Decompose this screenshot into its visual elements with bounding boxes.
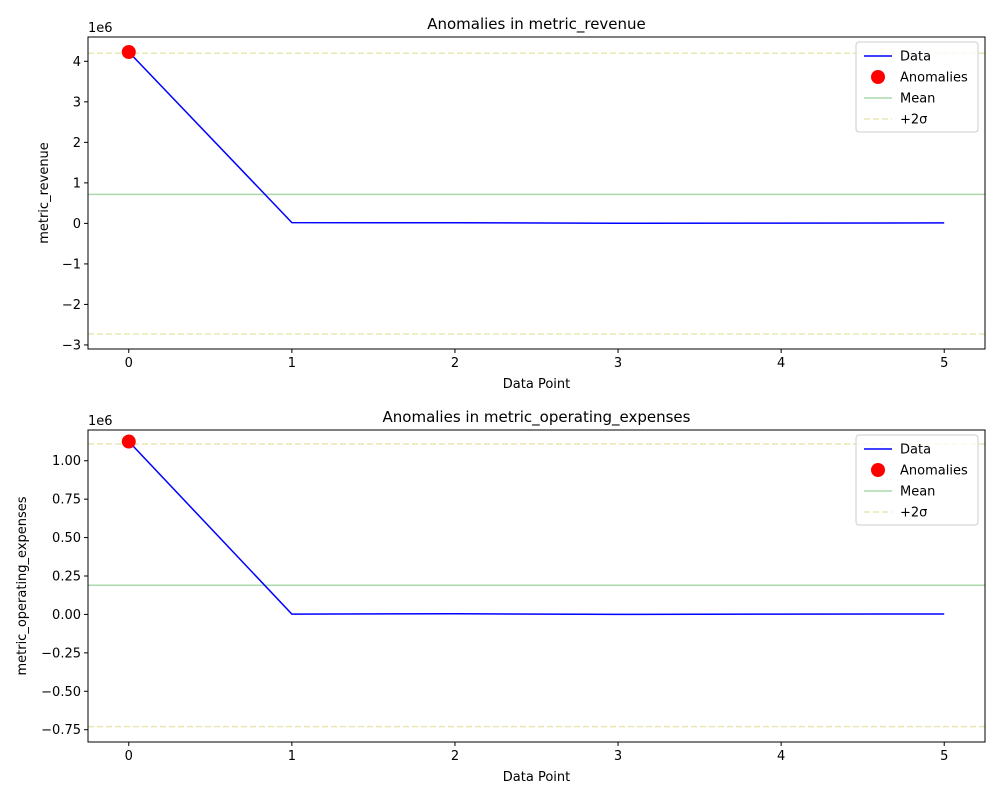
y-tick-label: 0	[73, 217, 81, 232]
legend-label-data: Data	[900, 443, 931, 458]
anomaly-marker	[122, 435, 136, 449]
x-tick-label: 5	[940, 749, 948, 764]
chart-title: Anomalies in metric_operating_expenses	[383, 408, 691, 427]
chart-title: Anomalies in metric_revenue	[427, 15, 646, 34]
y-tick-label: −3	[62, 338, 81, 353]
legend-label-anomalies: Anomalies	[900, 464, 968, 479]
legend-handle-anomalies	[871, 463, 885, 477]
y-tick-label: 2	[73, 136, 81, 151]
y-tick-label: −0.75	[41, 723, 81, 738]
legend-label-sigma: +2σ	[900, 113, 927, 128]
legend-label-data: Data	[900, 50, 931, 65]
legend-handle-anomalies	[871, 70, 885, 84]
y-tick-label: 0.25	[52, 570, 81, 585]
legend-label-sigma: +2σ	[900, 506, 927, 521]
y-tick-label: −1	[62, 257, 81, 272]
y-tick-label: 0.00	[52, 608, 81, 623]
y-tick-label: 1	[73, 176, 81, 191]
x-tick-label: 0	[125, 749, 133, 764]
y-tick-label: 1.00	[52, 454, 81, 469]
x-tick-label: 3	[614, 356, 622, 371]
y-tick-label: 4	[73, 55, 81, 70]
y-offset-text: 1e6	[88, 21, 113, 36]
x-tick-label: 4	[777, 749, 785, 764]
x-tick-label: 0	[125, 356, 133, 371]
y-offset-text: 1e6	[88, 414, 113, 429]
legend-label-mean: Mean	[900, 485, 935, 500]
y-axis-label: metric_revenue	[37, 142, 52, 244]
legend: Data Anomalies Mean +2σ	[856, 435, 978, 525]
y-axis-label: metric_operating_expenses	[15, 496, 30, 675]
y-tick-label: −0.50	[41, 685, 81, 700]
y-tick-label: −0.25	[41, 646, 81, 661]
x-tick-label: 5	[940, 356, 948, 371]
y-tick-label: 0.75	[52, 493, 81, 508]
anomaly-marker	[122, 45, 136, 59]
y-tick-label: 3	[73, 95, 81, 110]
legend-label-mean: Mean	[900, 92, 935, 107]
x-tick-label: 1	[288, 749, 296, 764]
x-tick-label: 2	[451, 749, 459, 764]
x-axis-label: Data Point	[503, 770, 570, 785]
legend-label-anomalies: Anomalies	[900, 71, 968, 86]
y-tick-label: 0.50	[52, 531, 81, 546]
x-axis-label: Data Point	[503, 377, 570, 392]
y-tick-label: −2	[62, 298, 81, 313]
x-tick-label: 2	[451, 356, 459, 371]
legend: Data Anomalies Mean +2σ	[856, 42, 978, 132]
x-tick-label: 3	[614, 749, 622, 764]
x-tick-label: 1	[288, 356, 296, 371]
x-tick-label: 4	[777, 356, 785, 371]
